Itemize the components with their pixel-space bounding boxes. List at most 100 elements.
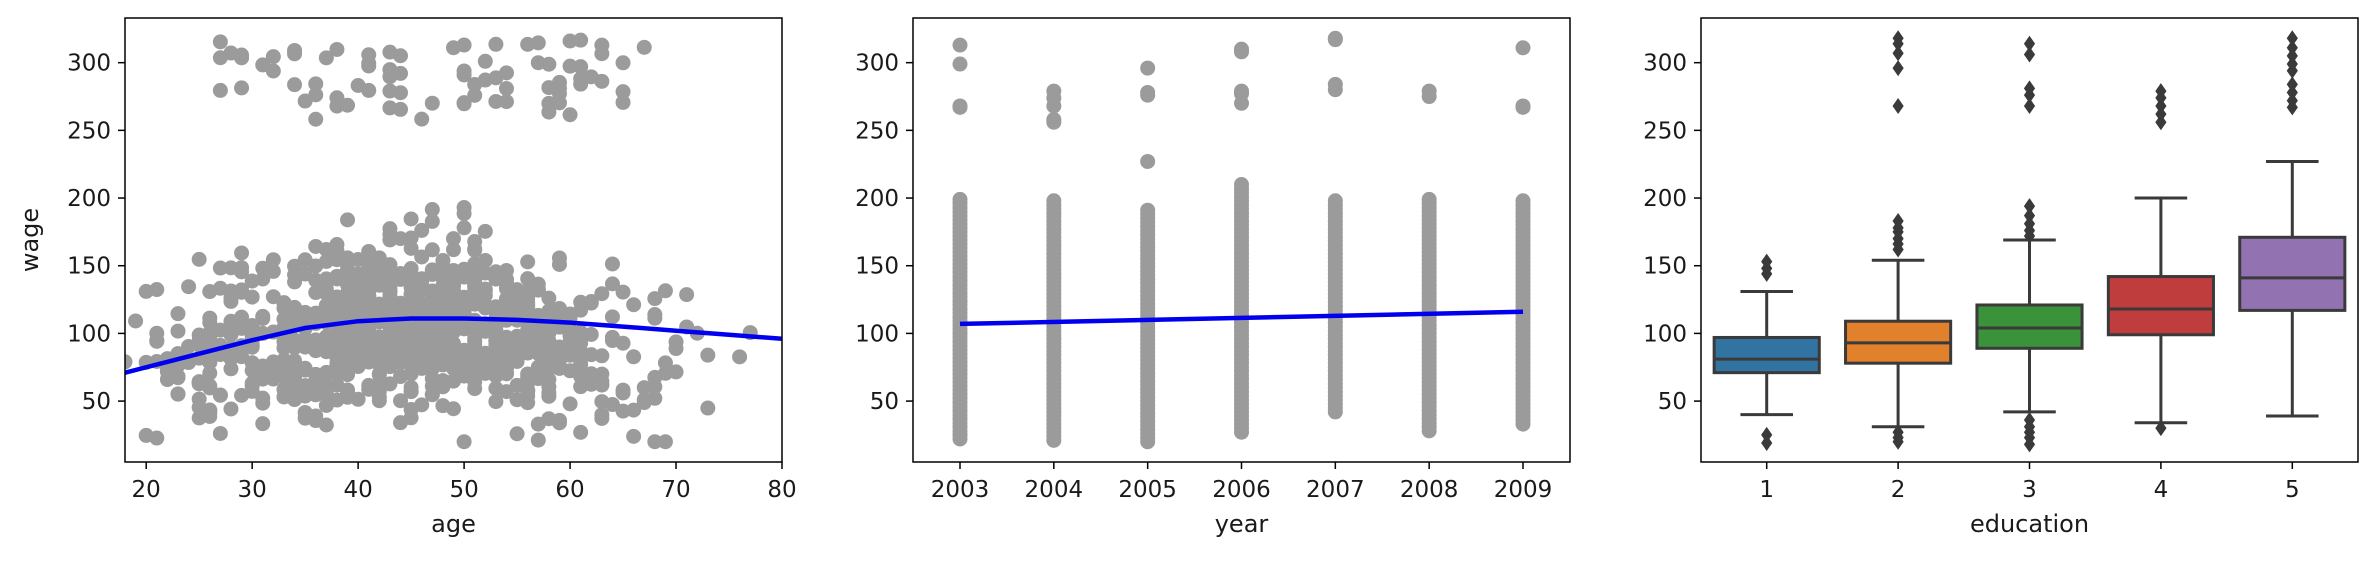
scatter-point	[626, 428, 642, 444]
trend-line	[959, 309, 1524, 327]
scatter-point	[477, 265, 493, 281]
scatter-point	[551, 412, 567, 428]
scatter-point	[668, 364, 684, 380]
scatter-point	[657, 355, 673, 371]
scatter-point	[509, 341, 525, 357]
outlier-marker	[1892, 424, 1904, 441]
scatter-point	[393, 65, 409, 81]
y-tick-label: 100	[67, 321, 111, 347]
scatter-point	[615, 385, 631, 401]
outlier-marker	[2023, 198, 2036, 215]
scatter-point	[573, 424, 589, 440]
scatter-point	[414, 352, 430, 368]
scatter-point	[297, 339, 313, 355]
scatter-point	[329, 237, 345, 253]
scatter-point	[350, 337, 366, 353]
scatter-point	[636, 39, 652, 55]
scatter-point	[456, 37, 472, 53]
scatter-point	[329, 289, 345, 305]
scatter-point	[1046, 83, 1062, 99]
scatter-point	[234, 245, 250, 261]
box-3	[1975, 35, 2084, 453]
scatter-point	[456, 200, 472, 216]
outlier-marker	[1892, 97, 1904, 114]
scatter-point	[308, 76, 324, 92]
scatter-point	[594, 286, 610, 302]
scatter-point	[498, 348, 514, 364]
scatter-point	[393, 265, 409, 281]
scatter-point	[234, 50, 250, 66]
scatter-point	[361, 322, 377, 338]
scatter-point	[340, 97, 356, 113]
scatter-point	[403, 384, 419, 400]
y-tick-label: 200	[1643, 186, 1687, 212]
x-tick-label: 2009	[1494, 477, 1553, 503]
scatter-point	[615, 335, 631, 351]
scatter-point	[657, 283, 673, 299]
scatter-point	[541, 372, 557, 388]
scatter-point	[636, 392, 652, 408]
scatter-point	[498, 80, 514, 96]
scatter-point	[636, 380, 652, 396]
scatter-point	[562, 33, 578, 49]
scatter-point	[234, 387, 250, 403]
scatter-point	[541, 347, 557, 363]
scatter-point	[191, 251, 207, 267]
scatter-point	[679, 287, 695, 303]
scatter-point	[615, 284, 631, 300]
scatter-point	[308, 332, 324, 348]
box-body	[1712, 335, 1821, 375]
scatter-point	[594, 73, 610, 89]
scatter-point	[1140, 153, 1156, 169]
outlier-marker	[1761, 253, 1773, 270]
scatter-point	[435, 262, 451, 278]
scatter-point	[551, 95, 567, 111]
scatter-point	[382, 83, 398, 99]
scatter-point	[212, 50, 228, 66]
x-tick-label: 1	[1759, 477, 1774, 503]
scatter-point	[435, 357, 451, 373]
scatter-point	[1515, 40, 1531, 56]
scatter-point	[308, 111, 324, 127]
scatter-point	[265, 252, 281, 268]
scatter-point	[297, 266, 313, 282]
scatter-point	[626, 349, 642, 365]
outlier-marker	[1892, 45, 1904, 62]
scatter-point	[308, 413, 324, 429]
scatter-point	[626, 297, 642, 313]
scatter-point	[287, 392, 303, 408]
scatter-point	[414, 111, 430, 127]
scatter-point	[255, 364, 271, 380]
scatter-point	[223, 350, 239, 366]
y-tick-label: 300	[855, 51, 899, 77]
scatter-point	[424, 378, 440, 394]
outlier-marker	[2023, 207, 2036, 224]
outlier-marker	[2023, 80, 2036, 97]
scatter-point	[424, 202, 440, 218]
scatter-point	[202, 315, 218, 331]
scatter-point	[170, 386, 186, 402]
y-tick-label: 100	[855, 321, 899, 347]
scatter-point	[318, 50, 334, 66]
x-tick-label: 60	[555, 477, 584, 503]
x-tick-label: 2008	[1400, 477, 1459, 503]
scatter-point	[573, 294, 589, 310]
scatter-point	[329, 336, 345, 352]
outlier-marker	[2155, 106, 2167, 123]
scatter-point	[1515, 98, 1531, 114]
scatter-point	[467, 290, 483, 306]
scatter-point	[244, 378, 260, 394]
scatter-point	[191, 376, 207, 392]
scatter-point	[1046, 112, 1062, 128]
scatter-point	[456, 368, 472, 384]
scatter-point	[615, 55, 631, 71]
scatter-point	[350, 359, 366, 375]
outlier-marker	[2286, 39, 2298, 56]
y-tick-label: 200	[67, 186, 111, 212]
scatter-point	[170, 306, 186, 322]
scatter-point	[573, 331, 589, 347]
scatter-point	[149, 430, 165, 446]
scatter-point	[212, 82, 228, 98]
scatter-point	[1140, 202, 1156, 218]
